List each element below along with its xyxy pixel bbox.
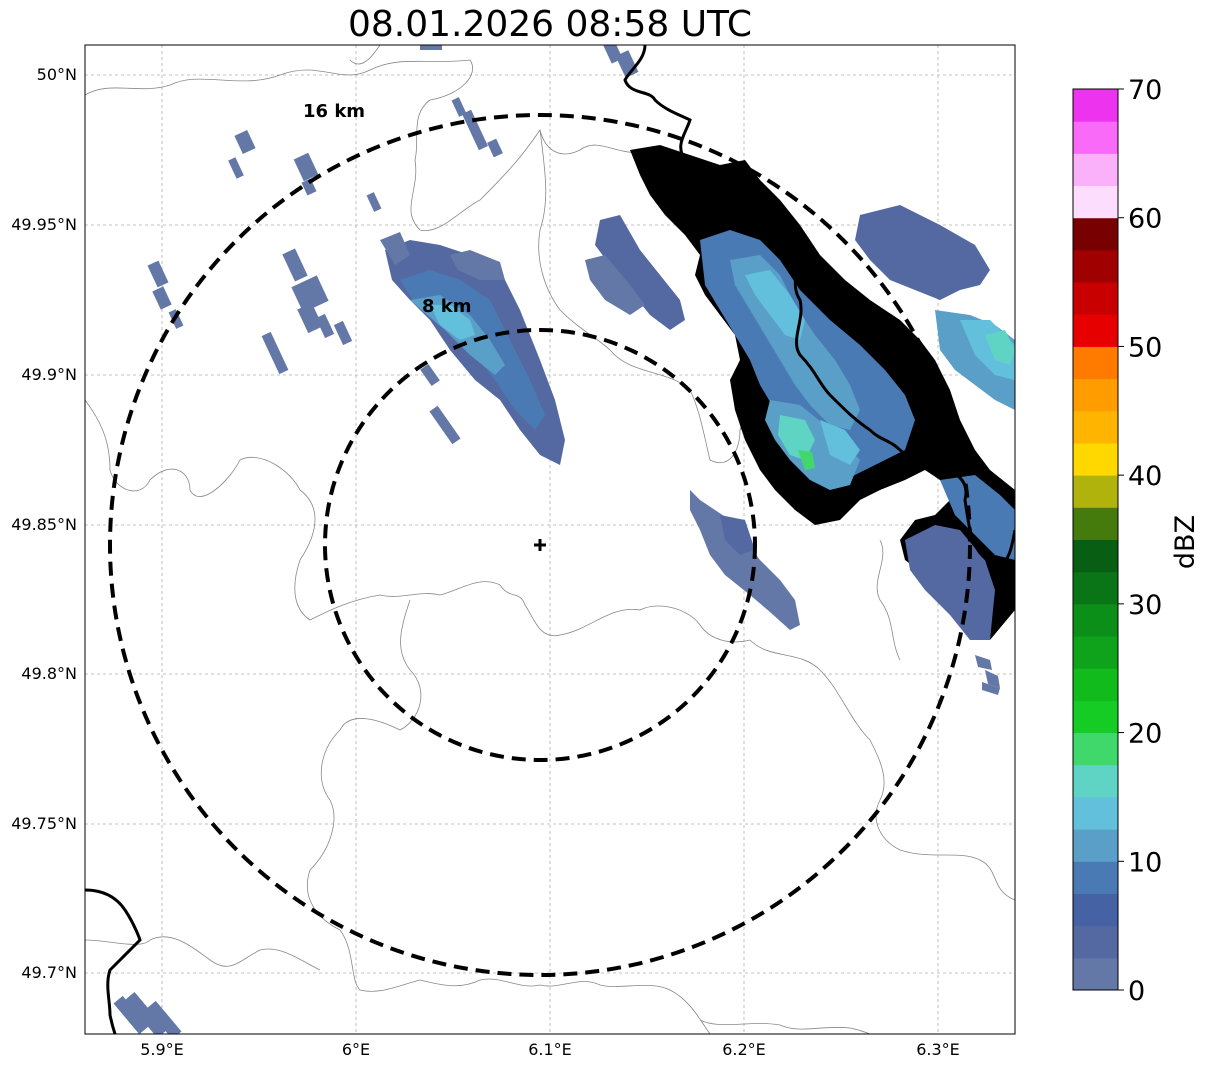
colorbar-segment bbox=[1073, 603, 1118, 637]
colorbar-segment bbox=[1073, 314, 1118, 347]
lat-tick-label: 49.7°N bbox=[21, 963, 77, 982]
radar-center-marker bbox=[534, 539, 546, 551]
colorbar-segment bbox=[1073, 796, 1118, 830]
lon-tick-label: 6.2°E bbox=[722, 1040, 766, 1059]
colorbar-segment bbox=[1073, 346, 1118, 380]
range-ring-8km bbox=[323, 328, 757, 762]
range-rings bbox=[108, 113, 972, 977]
colorbar-frame bbox=[1072, 88, 1119, 991]
colorbar-segment bbox=[1073, 571, 1118, 605]
lon-tick-label: 5.9°E bbox=[140, 1040, 184, 1059]
colorbar-ticks: 0 10 20 30 40 50 60 70 bbox=[1118, 75, 1162, 1007]
colorbar-segment bbox=[1073, 539, 1118, 573]
range-ring-16km bbox=[108, 113, 972, 977]
reflectivity-echoes bbox=[113, 45, 1015, 1034]
gridlines bbox=[85, 45, 1015, 1034]
colorbar-segment bbox=[1073, 925, 1118, 959]
colorbar-tick-label: 70 bbox=[1128, 75, 1162, 106]
lat-tick-label: 49.9°N bbox=[21, 365, 77, 384]
lat-tick-label: 49.75°N bbox=[11, 814, 77, 833]
colorbar-segment bbox=[1073, 378, 1118, 412]
lat-tick-label: 49.8°N bbox=[21, 664, 77, 683]
colorbar-segment bbox=[1073, 732, 1118, 766]
colorbar-segment bbox=[1073, 89, 1118, 122]
longitude-tick-labels: 5.9°E 6°E 6.1°E 6.2°E 6.3°E bbox=[140, 1040, 960, 1059]
colorbar-segment bbox=[1073, 700, 1118, 734]
colorbar-segment bbox=[1073, 442, 1118, 476]
colorbar-segment bbox=[1073, 217, 1118, 251]
lon-tick-label: 6°E bbox=[342, 1040, 370, 1059]
colorbar-segment bbox=[1073, 121, 1118, 154]
colorbar-tick-label: 20 bbox=[1128, 719, 1162, 750]
lat-tick-label: 49.95°N bbox=[11, 215, 77, 234]
colorbar-segment bbox=[1073, 282, 1118, 315]
lon-tick-label: 6.1°E bbox=[528, 1040, 572, 1059]
ring-label-8km: 8 km bbox=[422, 296, 472, 317]
colorbar-segment bbox=[1073, 507, 1118, 540]
chart-title: 08.01.2026 08:58 UTC bbox=[347, 4, 753, 45]
colorbar-tick-label: 60 bbox=[1128, 204, 1162, 235]
colorbar-tick-label: 30 bbox=[1128, 590, 1162, 621]
colorbar-tick-label: 10 bbox=[1128, 847, 1162, 878]
colorbar-segment bbox=[1073, 636, 1118, 669]
latitude-tick-labels: 50°N 49.95°N 49.9°N 49.85°N 49.8°N 49.75… bbox=[11, 65, 77, 982]
colorbar-tick-label: 50 bbox=[1128, 332, 1162, 363]
ring-label-16km: 16 km bbox=[303, 101, 365, 122]
admin-boundaries bbox=[85, 45, 1015, 1034]
colorbar-tick-label: 40 bbox=[1128, 461, 1162, 492]
lat-tick-label: 49.85°N bbox=[11, 515, 77, 534]
colorbar-segment bbox=[1073, 861, 1118, 894]
lat-tick-label: 50°N bbox=[37, 65, 77, 84]
colorbar-segment bbox=[1073, 957, 1118, 991]
lon-tick-label: 6.3°E bbox=[916, 1040, 960, 1059]
map-frame bbox=[84, 44, 1016, 1035]
colorbar-label: dBZ bbox=[1170, 515, 1201, 569]
colorbar-segment bbox=[1073, 185, 1118, 219]
colorbar-segment bbox=[1073, 893, 1118, 927]
colorbar-segment bbox=[1073, 668, 1118, 701]
colorbar-segment bbox=[1073, 153, 1118, 187]
colorbar-segment bbox=[1073, 410, 1118, 444]
colorbar-segment bbox=[1073, 475, 1118, 508]
colorbar-segment bbox=[1073, 249, 1118, 283]
colorbar-tick-label: 0 bbox=[1128, 976, 1145, 1007]
colorbar-segment bbox=[1073, 829, 1118, 862]
colorbar bbox=[1073, 89, 1118, 991]
colorbar-segment bbox=[1073, 764, 1118, 798]
